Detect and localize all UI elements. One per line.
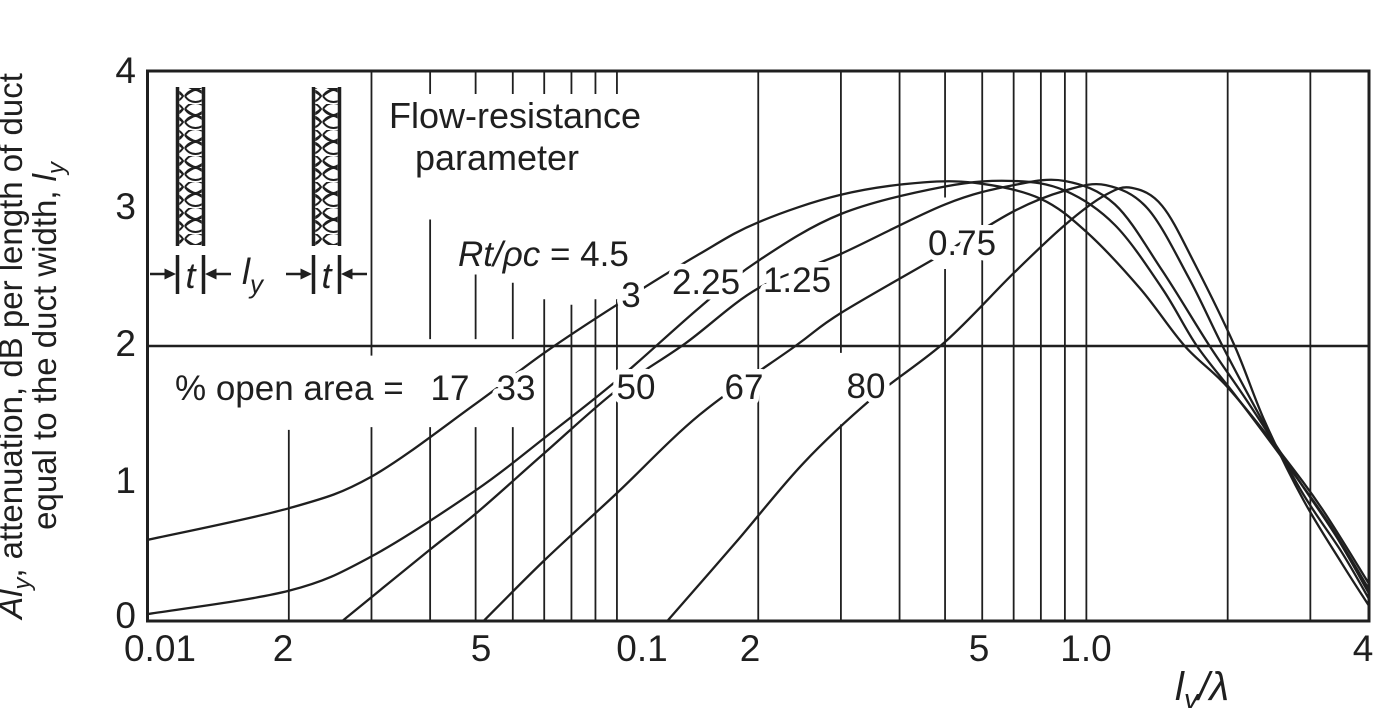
flow-resistance-title-line2: parameter	[415, 137, 579, 178]
duct-liner-inset: t t ly	[150, 87, 367, 299]
duct-width-label: ly	[242, 251, 265, 299]
rt-curve-label-1.25: 1.25	[763, 261, 831, 300]
x-tick-0.02: 2	[273, 628, 294, 669]
x-tick-4: 4	[1353, 628, 1374, 669]
gridlines	[147, 71, 1369, 621]
y-axis-title-line2: equal to the duct width, ly	[26, 160, 70, 530]
liner-thickness-label: t	[185, 255, 197, 296]
arrow-right-icon	[164, 268, 176, 280]
rt-curve-label-3: 3	[621, 276, 640, 315]
open-area-label-67: 67	[725, 368, 764, 407]
open-area-label-50: 50	[617, 368, 656, 407]
y-tick-3: 3	[115, 186, 136, 227]
open-area-label-17: 17	[431, 369, 470, 408]
y-tick-4: 4	[115, 50, 136, 91]
x-tick-0.1: 0.1	[616, 628, 667, 669]
rt-curve-label-4.5: Rt/ρc = 4.5	[458, 235, 629, 274]
x-tick-0.01: 0.01	[124, 628, 196, 669]
liner-hatch-left	[179, 88, 202, 245]
y-tick-1: 1	[115, 460, 136, 501]
x-tick-0.05: 5	[471, 628, 492, 669]
x-axis-title: ly/λ	[1175, 665, 1229, 708]
flow-resistance-title-line1: Flow-resistance	[389, 95, 641, 136]
attenuation-curve-open-area-50	[341, 178, 1369, 622]
x-tick-0.5: 5	[969, 628, 990, 669]
liner-thickness-label: t	[321, 255, 333, 296]
arrow-left-icon	[341, 268, 353, 280]
attenuation-curves	[147, 178, 1369, 622]
open-area-prefix: % open area =	[175, 369, 404, 408]
y-axis-title-line1: Aly, attenuation, dB per length of duct	[0, 73, 36, 621]
attenuation-curve-open-area-80	[666, 186, 1369, 622]
arrow-left-icon	[205, 268, 217, 280]
open-area-label-80: 80	[847, 367, 886, 406]
plot-border	[146, 69, 1371, 623]
rt-curve-label-0.75: 0.75	[928, 224, 996, 263]
rt-curve-label-2.25: 2.25	[672, 263, 740, 302]
arrow-right-icon	[300, 268, 312, 280]
liner-hatch-right	[315, 88, 338, 245]
open-area-label-33: 33	[497, 369, 536, 408]
x-tick-0.2: 2	[740, 628, 761, 669]
x-tick-1.0: 1.0	[1060, 628, 1111, 669]
attenuation-curve-open-area-33	[147, 179, 1369, 616]
y-tick-2: 2	[115, 323, 136, 364]
y-tick-0: 0	[115, 595, 136, 636]
